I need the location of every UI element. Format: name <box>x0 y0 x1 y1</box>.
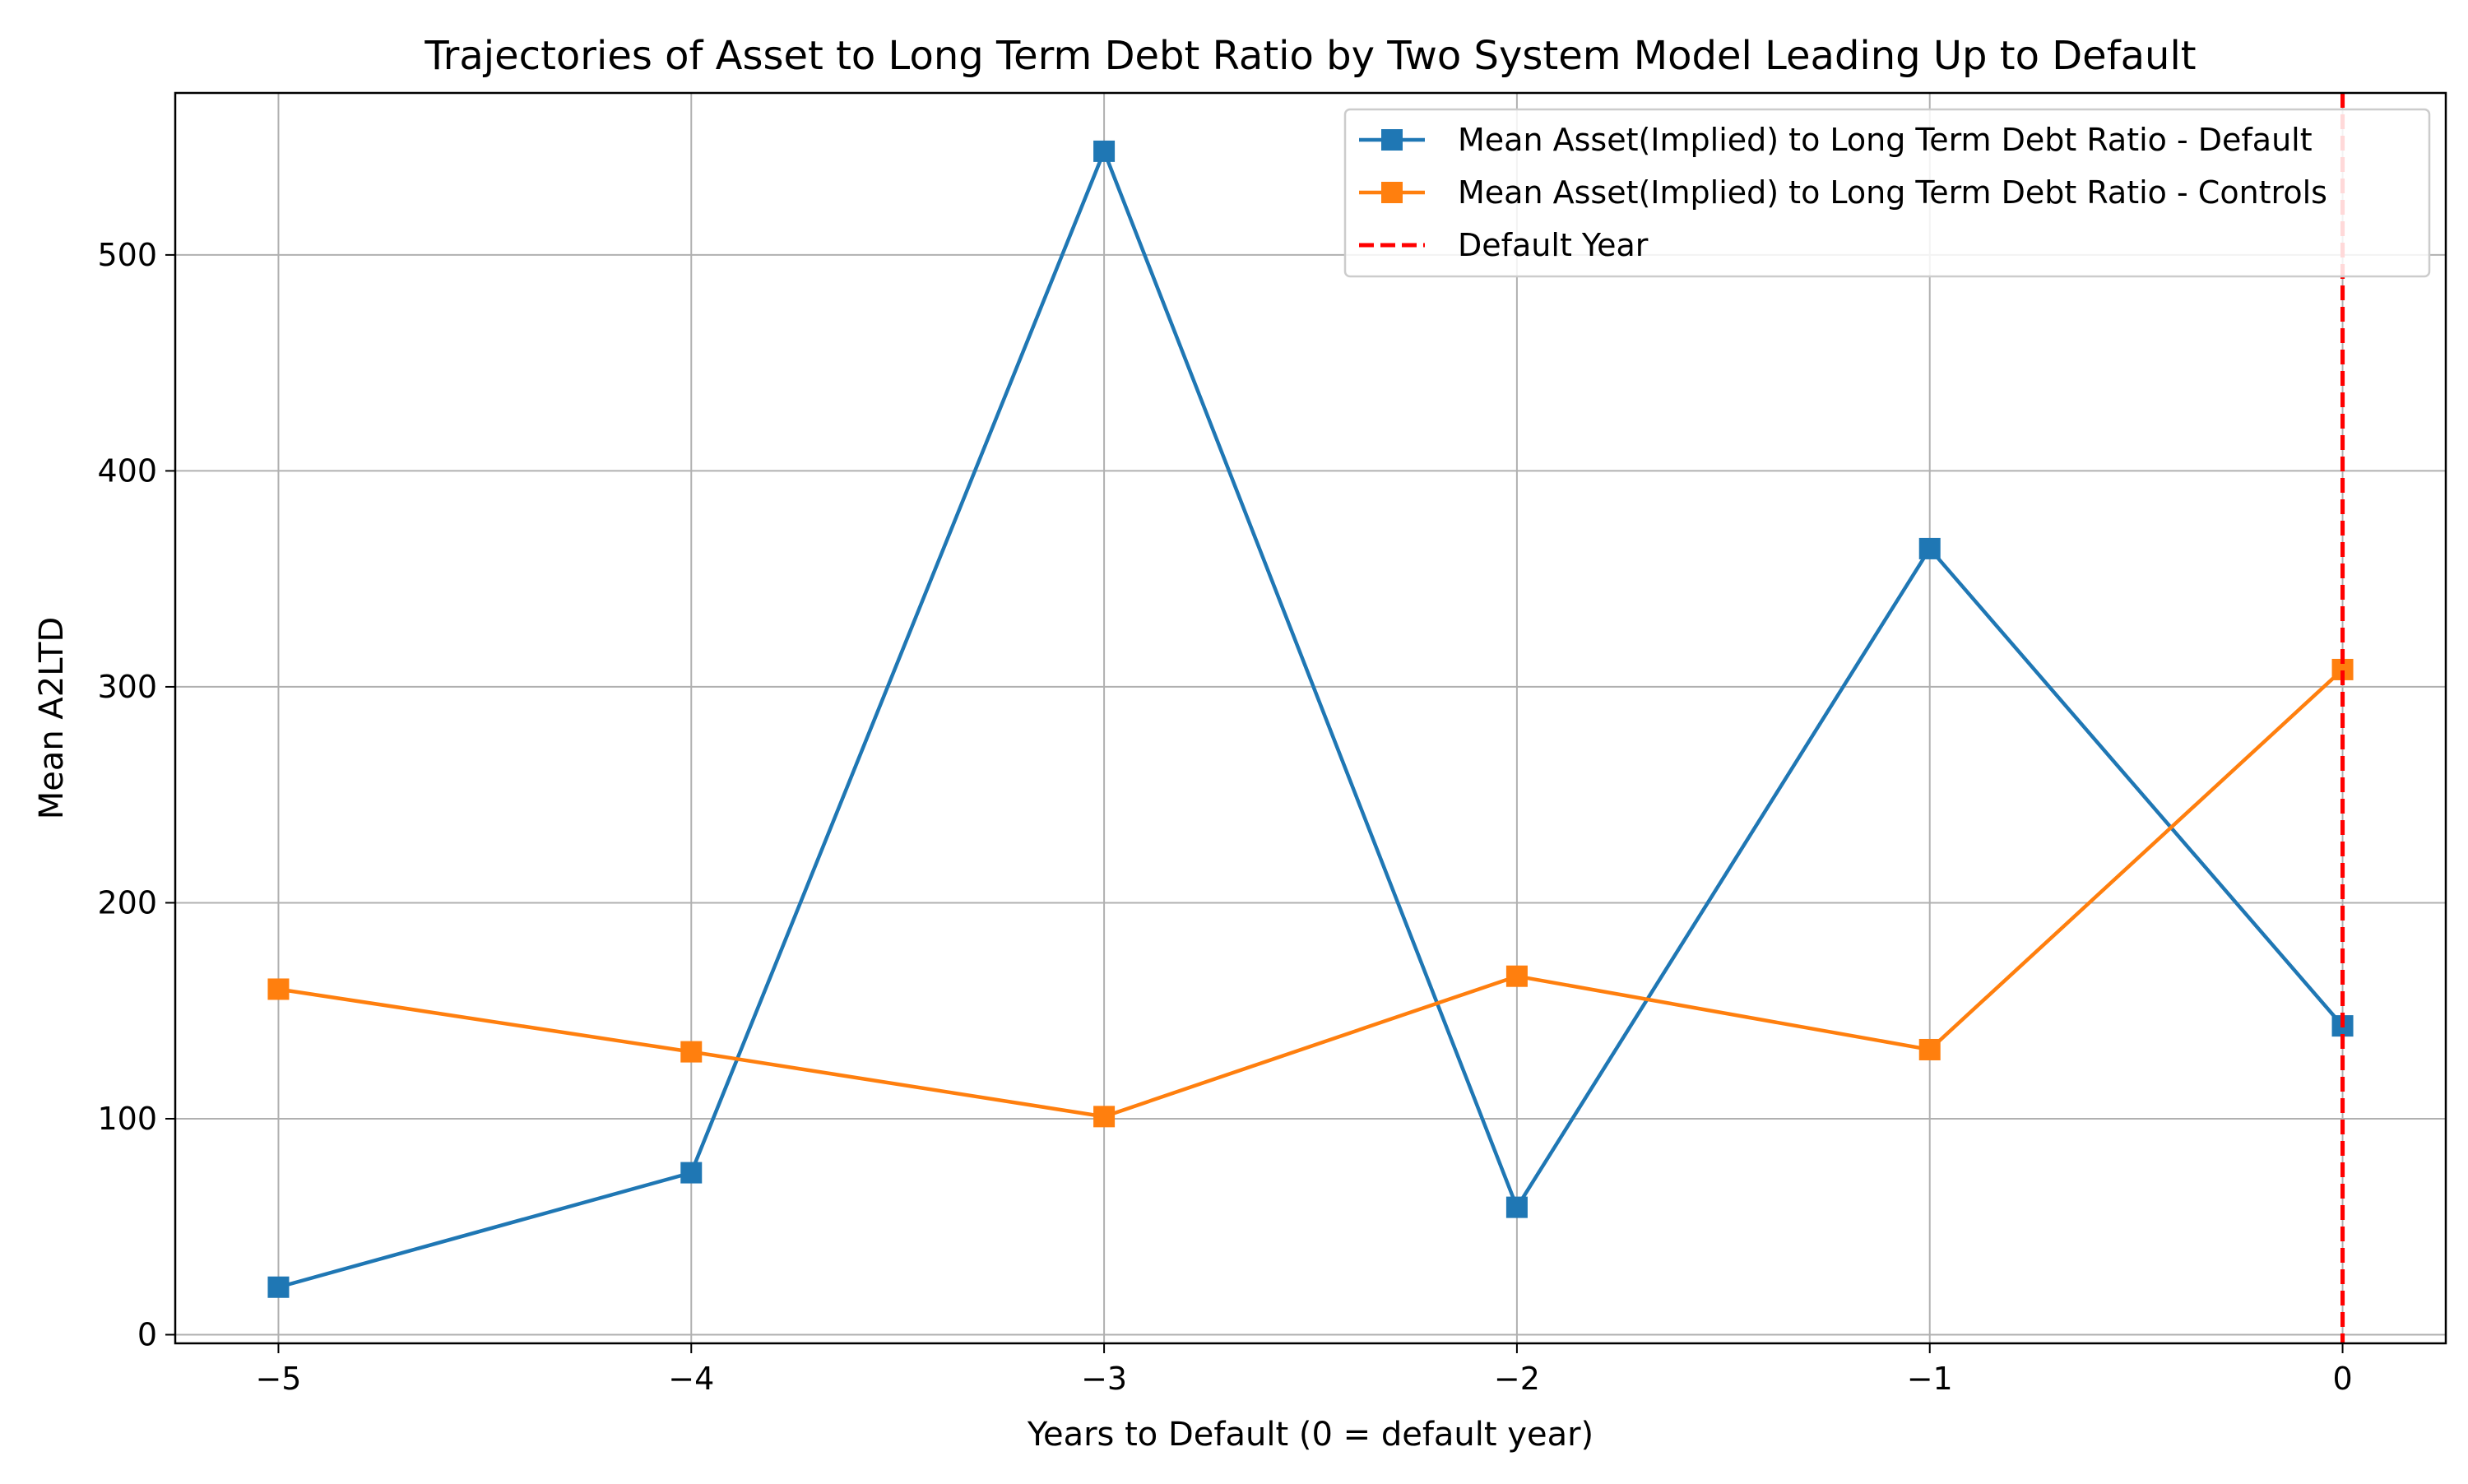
y-tick-label: 300 <box>97 669 157 705</box>
legend-box <box>1343 108 2431 278</box>
legend-label: Mean Asset(Implied) to Long Term Debt Ra… <box>1458 122 2313 158</box>
y-tick-label: 100 <box>97 1101 157 1137</box>
x-tick-label: 0 <box>2332 1361 2352 1397</box>
legend-label: Mean Asset(Implied) to Long Term Debt Ra… <box>1458 174 2327 211</box>
chart-title: Trajectories of Asset to Long Term Debt … <box>424 33 2196 79</box>
legend-entry: Mean Asset(Implied) to Long Term Debt Ra… <box>1359 174 2327 211</box>
x-axis-label: Years to Default (0 = default year) <box>1027 1416 1594 1454</box>
legend-entry: Default Year <box>1359 227 1649 263</box>
data-point-marker <box>1093 140 1116 162</box>
data-point-marker <box>1505 1196 1528 1218</box>
data-point-marker <box>267 1276 290 1298</box>
data-point-marker <box>1918 1038 1941 1060</box>
x-tick-label: −1 <box>1907 1361 1953 1397</box>
legend-label: Default Year <box>1458 227 1649 263</box>
data-point-marker <box>680 1041 703 1063</box>
legend-marker-swatch <box>1381 129 1403 151</box>
series-1 <box>267 140 2354 1298</box>
series-layer <box>267 93 2354 1343</box>
y-tick-label: 200 <box>97 884 157 921</box>
data-point-marker <box>680 1162 703 1184</box>
data-point-marker <box>1505 965 1528 987</box>
x-tick-label: −4 <box>668 1361 714 1397</box>
x-tick-label: −2 <box>1494 1361 1540 1397</box>
y-tick-label: 0 <box>137 1316 157 1352</box>
y-tick-label: 500 <box>97 237 157 273</box>
series-line <box>278 668 2345 1119</box>
tick-layer: −5 −4 −3 −2 −1 0 0 100 200 300 400 500 <box>97 237 2352 1397</box>
plot-frame <box>174 91 2447 1345</box>
y-axis-label: Mean A2LTD <box>33 617 71 820</box>
data-point-marker <box>267 978 290 1000</box>
legend-items: Mean Asset(Implied) to Long Term Debt Ra… <box>1359 122 2327 263</box>
grid-layer <box>175 93 2446 1343</box>
legend: Mean Asset(Implied) to Long Term Debt Ra… <box>1343 108 2431 278</box>
data-point-marker <box>1918 537 1941 559</box>
data-point-marker <box>1093 1106 1116 1128</box>
series-line <box>277 149 2345 1289</box>
x-tick-label: −5 <box>255 1361 301 1397</box>
legend-entry: Mean Asset(Implied) to Long Term Debt Ra… <box>1359 122 2313 158</box>
y-tick-label: 400 <box>97 452 157 489</box>
series-2 <box>267 658 2354 1128</box>
x-tick-label: −3 <box>1081 1361 1127 1397</box>
legend-marker-swatch <box>1381 182 1403 203</box>
